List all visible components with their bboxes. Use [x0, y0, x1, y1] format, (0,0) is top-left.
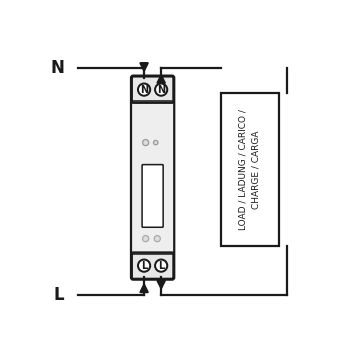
Circle shape	[143, 235, 149, 242]
Circle shape	[138, 84, 150, 96]
Text: L: L	[141, 261, 147, 271]
Text: L: L	[158, 261, 164, 271]
FancyBboxPatch shape	[131, 76, 174, 280]
Text: N: N	[50, 59, 64, 77]
Circle shape	[143, 140, 149, 146]
Circle shape	[155, 84, 167, 96]
FancyBboxPatch shape	[132, 252, 174, 279]
Text: N: N	[140, 85, 148, 95]
Bar	[221, 93, 279, 246]
Text: L: L	[53, 287, 64, 305]
Circle shape	[138, 260, 150, 272]
Circle shape	[153, 140, 158, 145]
FancyBboxPatch shape	[132, 76, 174, 103]
Circle shape	[155, 260, 167, 272]
Text: LOAD / LADUNG / CARICO /
CHARGE / CARGA: LOAD / LADUNG / CARICO / CHARGE / CARGA	[239, 109, 260, 230]
FancyBboxPatch shape	[142, 165, 163, 227]
Text: N: N	[157, 85, 165, 95]
Circle shape	[154, 235, 160, 242]
